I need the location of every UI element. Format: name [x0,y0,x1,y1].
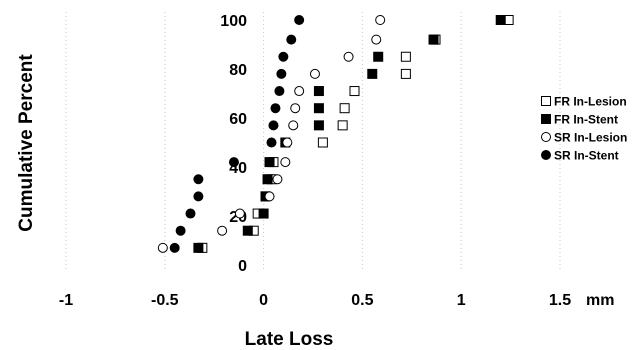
legend-marker-sr-in-lesion [541,132,551,142]
point-sr-in-lesion [288,120,299,131]
point-sr-in-lesion [309,68,320,79]
point-sr-in-lesion [280,157,291,168]
point-fr-in-lesion [337,120,348,131]
point-sr-in-lesion [217,225,228,236]
point-sr-in-lesion [375,15,386,25]
x-tick-label: 1.5 [549,292,571,309]
data-points [157,15,514,253]
point-fr-in-stent [193,242,204,253]
point-sr-in-stent [193,174,204,185]
grid-lines [65,12,561,270]
x-tick-label: 1 [457,292,466,309]
x-tick-label: 0.5 [351,292,373,309]
point-sr-in-lesion [264,191,275,202]
y-axis-title: Cumulative Percent [16,54,37,232]
x-tick-label: 0 [259,292,268,309]
point-fr-in-stent [428,34,439,45]
legend-label-fr-in-lesion: FR In-Lesion [554,95,627,109]
y-tick-label: 100 [220,13,247,30]
x-tick-label: -1 [59,292,73,309]
x-axis-title: Late Loss [245,329,334,350]
point-fr-in-stent [258,208,269,219]
point-sr-in-stent [228,157,239,168]
point-fr-in-stent [242,225,253,236]
point-sr-in-stent [185,208,196,219]
x-unit-label: mm [586,292,614,309]
point-fr-in-lesion [400,68,411,79]
point-fr-in-stent [367,68,378,79]
point-sr-in-stent [276,68,287,79]
point-sr-in-stent [175,225,186,236]
legend-marker-fr-in-lesion [541,96,551,106]
point-fr-in-lesion [349,86,360,97]
point-fr-in-stent [264,157,275,168]
legend-label-sr-in-stent: SR In-Stent [554,149,619,163]
y-tick-label: 80 [229,62,247,79]
point-sr-in-lesion [234,208,245,219]
point-fr-in-stent [262,174,273,185]
point-sr-in-lesion [282,137,293,148]
legend-label-fr-in-stent: FR In-Stent [554,113,618,127]
point-sr-in-stent [169,242,180,253]
point-sr-in-stent [286,34,297,45]
point-fr-in-stent [313,86,324,97]
point-fr-in-stent [495,15,506,25]
point-sr-in-stent [294,15,305,25]
point-fr-in-lesion [400,51,411,62]
legend: FR In-Lesion FR In-Stent SR In-Lesion SR In… [541,95,627,163]
point-fr-in-stent [313,120,324,131]
point-sr-in-lesion [294,86,305,97]
point-sr-in-stent [266,137,277,148]
point-fr-in-stent [313,103,324,114]
y-tick-label: 60 [229,111,247,128]
point-fr-in-lesion [317,137,328,148]
point-sr-in-stent [270,103,281,114]
point-sr-in-lesion [343,51,354,62]
legend-marker-sr-in-stent [541,150,551,160]
x-tick-labels: -1 -0.5 0 0.5 1 1.5 [59,292,571,309]
legend-label-sr-in-lesion: SR In-Lesion [554,131,627,145]
point-sr-in-lesion [157,242,168,253]
point-fr-in-stent [373,51,384,62]
point-sr-in-stent [274,86,285,97]
x-tick-label: -0.5 [151,292,179,309]
point-sr-in-stent [268,120,279,131]
point-sr-in-lesion [290,103,301,114]
point-sr-in-stent [193,191,204,202]
point-sr-in-stent [278,51,289,62]
y-tick-label: 0 [238,258,247,275]
point-sr-in-lesion [371,34,382,45]
legend-marker-fr-in-stent [541,114,551,124]
point-sr-in-lesion [272,174,283,185]
point-fr-in-lesion [339,103,350,114]
